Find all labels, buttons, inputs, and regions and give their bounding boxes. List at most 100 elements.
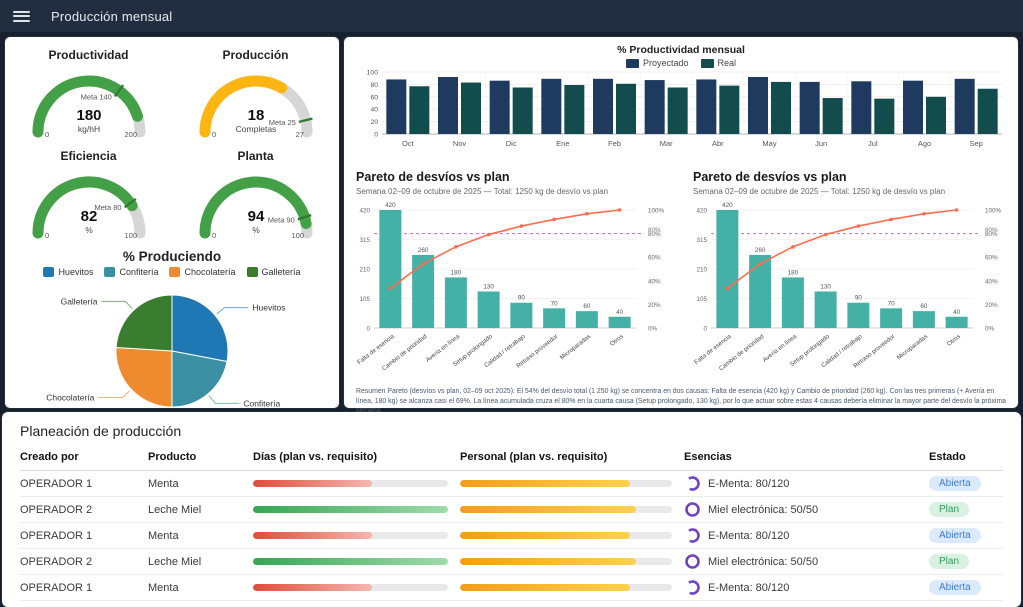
status-badge[interactable]: Plan: [929, 554, 970, 569]
bar-proyectado-Feb[interactable]: [593, 78, 613, 134]
gauge-productividad: Productividad Meta 140 180 kg/hH 0 200: [5, 41, 172, 142]
table-title: Planeación de producción: [20, 423, 182, 439]
bar-proyectado-Dic[interactable]: [489, 80, 510, 134]
bar-real-Oct[interactable]: [409, 86, 430, 134]
bar-real-Nov[interactable]: [461, 82, 481, 134]
app-title: Producción mensual: [51, 8, 173, 24]
pie-slice-chocolatería[interactable]: [115, 346, 173, 408]
pareto-chart: 0 105 210 315 420 0% 20% 40% 60% 80% 80% 100% 420 Fal…: [681, 196, 1018, 383]
bar-proyectado-Ago[interactable]: [903, 80, 923, 134]
svg-text:Sep: Sep: [969, 139, 982, 148]
pareto-bar-calidad / retrabajo[interactable]: [510, 302, 533, 328]
pareto-bar-cambio de prioridad[interactable]: [749, 254, 772, 328]
menu-icon[interactable]: [13, 10, 30, 22]
personal-cell: [460, 470, 684, 497]
bar-proyectado-Oct[interactable]: [386, 79, 407, 134]
svg-text:60: 60: [583, 303, 591, 310]
svg-text:40: 40: [616, 309, 624, 316]
bar-real-Ene[interactable]: [564, 85, 585, 134]
progress-track: [460, 558, 672, 565]
pie-svg: Huevitos Confitería Chocolatería Galletería: [46, 294, 285, 408]
bar-real-Jun[interactable]: [822, 98, 843, 134]
svg-text:Otros: Otros: [946, 333, 962, 348]
svg-text:May: May: [762, 139, 776, 148]
table-row[interactable]: OPERADOR 2 Leche Miel Miel electrónica: 50…: [20, 496, 1003, 523]
bar-real-Sep[interactable]: [977, 88, 998, 134]
pareto-bar-calidad / retrabajo[interactable]: [847, 302, 870, 328]
essence-label: E-Menta: 80/120: [708, 581, 790, 594]
pareto-title: Pareto de desvíos vs plan: [693, 170, 847, 184]
bar-proyectado-Jun[interactable]: [799, 81, 820, 134]
creado-por-cell: OPERADOR 2: [20, 496, 148, 523]
svg-text:60: 60: [370, 94, 378, 101]
pareto-bar-microparadas[interactable]: [575, 311, 598, 328]
svg-text:40%: 40%: [648, 278, 661, 285]
table-row[interactable]: OPERADOR 1 Menta E-Menta: 80/120 Abierta: [20, 574, 1003, 601]
pie-legend-item[interactable]: Chocolatería: [169, 267, 236, 277]
bar-real-May[interactable]: [771, 81, 791, 134]
pie-slice-galletería[interactable]: [115, 294, 173, 352]
pareto-bar-retraso proveedor[interactable]: [880, 308, 903, 328]
status-badge[interactable]: Abierta: [929, 580, 981, 595]
bar-proyectado-May[interactable]: [748, 76, 768, 134]
progress-track: [460, 532, 672, 539]
pie-legend-item[interactable]: Confitería: [104, 267, 158, 277]
pie-slice-confitería[interactable]: [171, 350, 228, 408]
bar-real-Dic[interactable]: [512, 87, 533, 135]
bar-proyectado-Mar[interactable]: [644, 80, 665, 134]
svg-text:90: 90: [518, 295, 526, 302]
table-row[interactable]: OPERADOR 1 Menta E-Menta: 80/120 Abierta: [20, 470, 1003, 497]
bar-real-Abr[interactable]: [719, 85, 740, 134]
status-badge[interactable]: Plan: [929, 502, 970, 517]
svg-text:100: 100: [367, 70, 379, 77]
gauge-planta: Planta Meta 90 94% 0 100: [172, 142, 339, 243]
bar-proyectado-Nov[interactable]: [438, 76, 458, 134]
pareto-bar-avería en línea[interactable]: [444, 277, 467, 328]
pareto-bar-avería en línea[interactable]: [781, 277, 804, 328]
table-row[interactable]: OPERADOR 2 Leche Miel Miel electrónica: 50…: [20, 548, 1003, 575]
status-badge[interactable]: Abierta: [929, 528, 981, 543]
svg-text:%: %: [85, 225, 93, 235]
pareto-bar-otros[interactable]: [945, 316, 968, 328]
bar-proyectado-Sep[interactable]: [954, 78, 975, 134]
charts-panel: % Productividad mensual Proyectado Real …: [344, 37, 1018, 414]
bar-real-Ago[interactable]: [926, 96, 946, 134]
essence-ring-icon: [685, 528, 700, 543]
pareto-bar-retraso proveedor[interactable]: [543, 308, 566, 328]
pie-slice-huevitos[interactable]: [171, 294, 229, 363]
status-badge[interactable]: Abierta: [929, 476, 981, 491]
pareto-bar-setup prolongado[interactable]: [814, 291, 837, 328]
producto-cell: Menta: [148, 522, 253, 549]
pie-legend-item[interactable]: Galletería: [246, 267, 301, 277]
pareto-bar-falta de esencia[interactable]: [379, 210, 402, 328]
pareto-bar-setup prolongado[interactable]: [477, 291, 500, 328]
svg-text:180: 180: [451, 269, 462, 276]
progress-track: [253, 584, 448, 591]
gauge-title: Planta: [237, 149, 274, 163]
svg-text:420: 420: [696, 208, 707, 215]
esencias-cell: E-Menta: 80/120: [684, 470, 929, 497]
pareto-bar-otros[interactable]: [608, 316, 631, 328]
pareto-bar-cambio de prioridad[interactable]: [412, 254, 435, 328]
svg-text:Ago: Ago: [918, 139, 931, 148]
progress-fill: [253, 584, 372, 591]
bar-real-Jul[interactable]: [874, 98, 895, 134]
bar-real-Feb[interactable]: [616, 83, 636, 134]
progress-fill: [253, 506, 448, 513]
bar-proyectado-Ene[interactable]: [541, 78, 562, 134]
estado-cell: Abierta: [929, 574, 1003, 601]
progress-track: [253, 480, 448, 487]
bar-proyectado-Jul[interactable]: [851, 81, 872, 134]
bar-proyectado-Abr[interactable]: [696, 79, 717, 134]
svg-text:Meta 80: Meta 80: [94, 203, 121, 212]
pareto-bar-falta de esencia[interactable]: [716, 210, 739, 328]
pie-legend-item[interactable]: Huevitos: [43, 267, 93, 277]
table-row[interactable]: OPERADOR 1 Menta E-Menta: 80/120 Abierta: [20, 522, 1003, 549]
progress-fill: [460, 558, 636, 565]
pareto-bar-microparadas[interactable]: [912, 311, 935, 328]
bar-real-Mar[interactable]: [667, 87, 688, 135]
legend-swatch: [104, 267, 116, 277]
svg-text:210: 210: [359, 267, 370, 274]
pie-callout-label: Galletería: [61, 296, 98, 306]
progress-track: [460, 506, 672, 513]
